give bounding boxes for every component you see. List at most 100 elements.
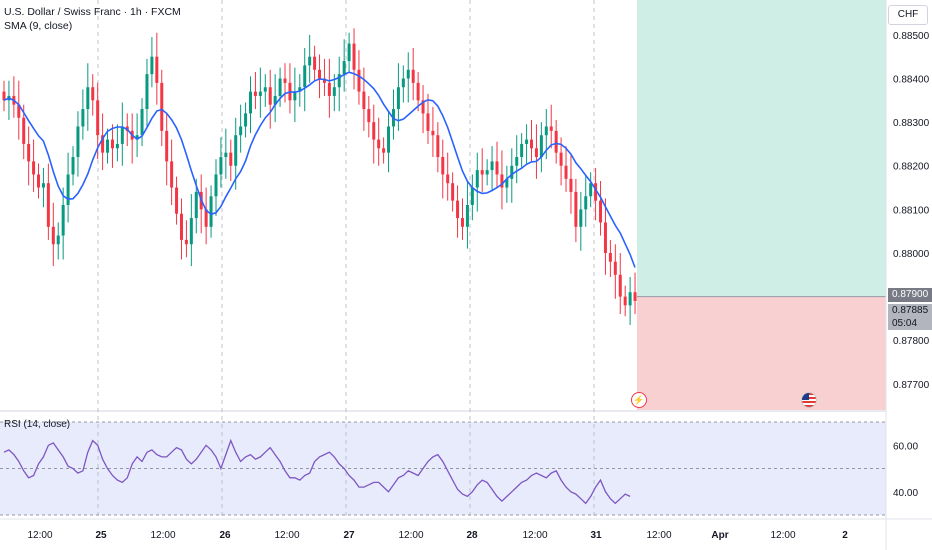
candle-body <box>559 152 563 166</box>
currency-button[interactable]: CHF <box>888 5 928 25</box>
time-axis-label: 12:00 <box>770 530 795 541</box>
candle-body <box>564 165 568 179</box>
candle-body <box>490 161 494 171</box>
candle-body <box>219 157 223 175</box>
candle-body <box>327 82 331 96</box>
candle-body <box>175 187 179 214</box>
candle-body <box>214 174 218 197</box>
candle-body <box>579 209 583 227</box>
candle-body <box>318 69 322 79</box>
entry-price-label: 0.87900 <box>888 288 932 302</box>
candle-body <box>155 56 159 83</box>
candle-body <box>2 91 6 101</box>
candle-body <box>249 91 252 114</box>
candle-body <box>234 135 238 166</box>
time-axis-label: 12:00 <box>646 530 671 541</box>
candle-body <box>633 292 637 301</box>
time-axis-label: 12:00 <box>274 530 299 541</box>
price-scale-label: 0.88500 <box>893 31 930 42</box>
candle-body <box>589 183 593 197</box>
countdown-timer: 05:04 <box>892 318 918 329</box>
time-axis-label: 28 <box>466 530 478 541</box>
price-scale-label: 0.88100 <box>893 205 930 216</box>
rsi-scale-label: 40.00 <box>893 488 918 499</box>
candle-body <box>515 157 519 166</box>
candle-body <box>76 126 80 158</box>
candle-body <box>465 205 469 227</box>
candle-body <box>293 91 297 101</box>
candle-body <box>534 148 538 158</box>
candle-body <box>263 87 267 92</box>
candle-body <box>554 130 558 153</box>
candle-body <box>510 165 514 179</box>
candle-body <box>505 178 509 188</box>
candle-body <box>525 139 529 144</box>
us-flag-icon[interactable] <box>801 392 817 408</box>
sma-line <box>3 71 636 268</box>
candle-body <box>135 135 139 140</box>
candle-body <box>298 87 302 92</box>
candle-body <box>342 61 346 75</box>
candle-body <box>56 235 60 245</box>
candle-body <box>308 56 312 66</box>
symbol-title[interactable]: U.S. Dollar / Swiss Franc · 1h · FXCM <box>4 6 181 18</box>
loss-zone <box>637 296 886 410</box>
candle-body <box>27 143 31 162</box>
candle-body <box>332 87 336 96</box>
candle-body <box>426 113 430 131</box>
price-scale-label: 0.88000 <box>893 249 930 260</box>
candle-body <box>441 157 445 175</box>
candle-body <box>303 65 307 88</box>
candle-body <box>352 43 356 70</box>
candle-body <box>81 109 85 127</box>
time-axis-label: 12:00 <box>150 530 175 541</box>
price-scale-label: 0.87800 <box>893 336 930 347</box>
candle-body <box>372 122 376 140</box>
candle-body <box>179 213 183 240</box>
sma-legend[interactable]: SMA (9, close) <box>4 20 73 32</box>
candle-body <box>396 87 400 110</box>
candle-body <box>150 56 154 75</box>
candle-body <box>623 296 627 306</box>
time-axis-label: 26 <box>219 530 231 541</box>
rsi-legend[interactable]: RSI (14, close) <box>4 419 71 430</box>
candle-body <box>495 161 499 175</box>
time-axis-label: 2 <box>842 530 848 541</box>
candle-body <box>480 170 484 175</box>
candle-body <box>17 104 21 118</box>
candle-body <box>549 126 553 131</box>
candle-body <box>66 174 70 205</box>
candle-body <box>120 126 124 144</box>
candle-body <box>544 126 548 136</box>
time-axis-label: 12:00 <box>27 530 52 541</box>
candle-body <box>406 69 410 79</box>
candle-body <box>140 109 144 136</box>
candle-body <box>96 100 100 136</box>
candle-body <box>421 100 425 114</box>
candle-body <box>337 74 341 88</box>
price-scale-label: 0.88300 <box>893 118 930 129</box>
candle-body <box>86 87 90 110</box>
candle-body <box>347 43 351 62</box>
time-axis-label: Apr <box>711 530 728 541</box>
candle-body <box>115 143 119 149</box>
candle-body <box>101 135 105 153</box>
candle-body <box>258 91 262 96</box>
candle-body <box>460 218 464 227</box>
candle-body <box>110 139 114 149</box>
lightning-icon[interactable]: ⚡ <box>631 392 647 408</box>
candle-body <box>184 239 188 245</box>
candle-body <box>244 113 248 127</box>
candle-body <box>22 117 26 144</box>
candle-body <box>224 152 228 158</box>
time-axis-label: 12:00 <box>398 530 423 541</box>
candle-body <box>313 56 317 70</box>
price-scale-label: 0.87700 <box>893 380 930 391</box>
candle-body <box>61 205 65 236</box>
candle-body <box>382 148 386 153</box>
candle-body <box>603 222 607 253</box>
candle-body <box>411 69 415 83</box>
candle-body <box>451 183 455 201</box>
candle-body <box>278 78 282 96</box>
